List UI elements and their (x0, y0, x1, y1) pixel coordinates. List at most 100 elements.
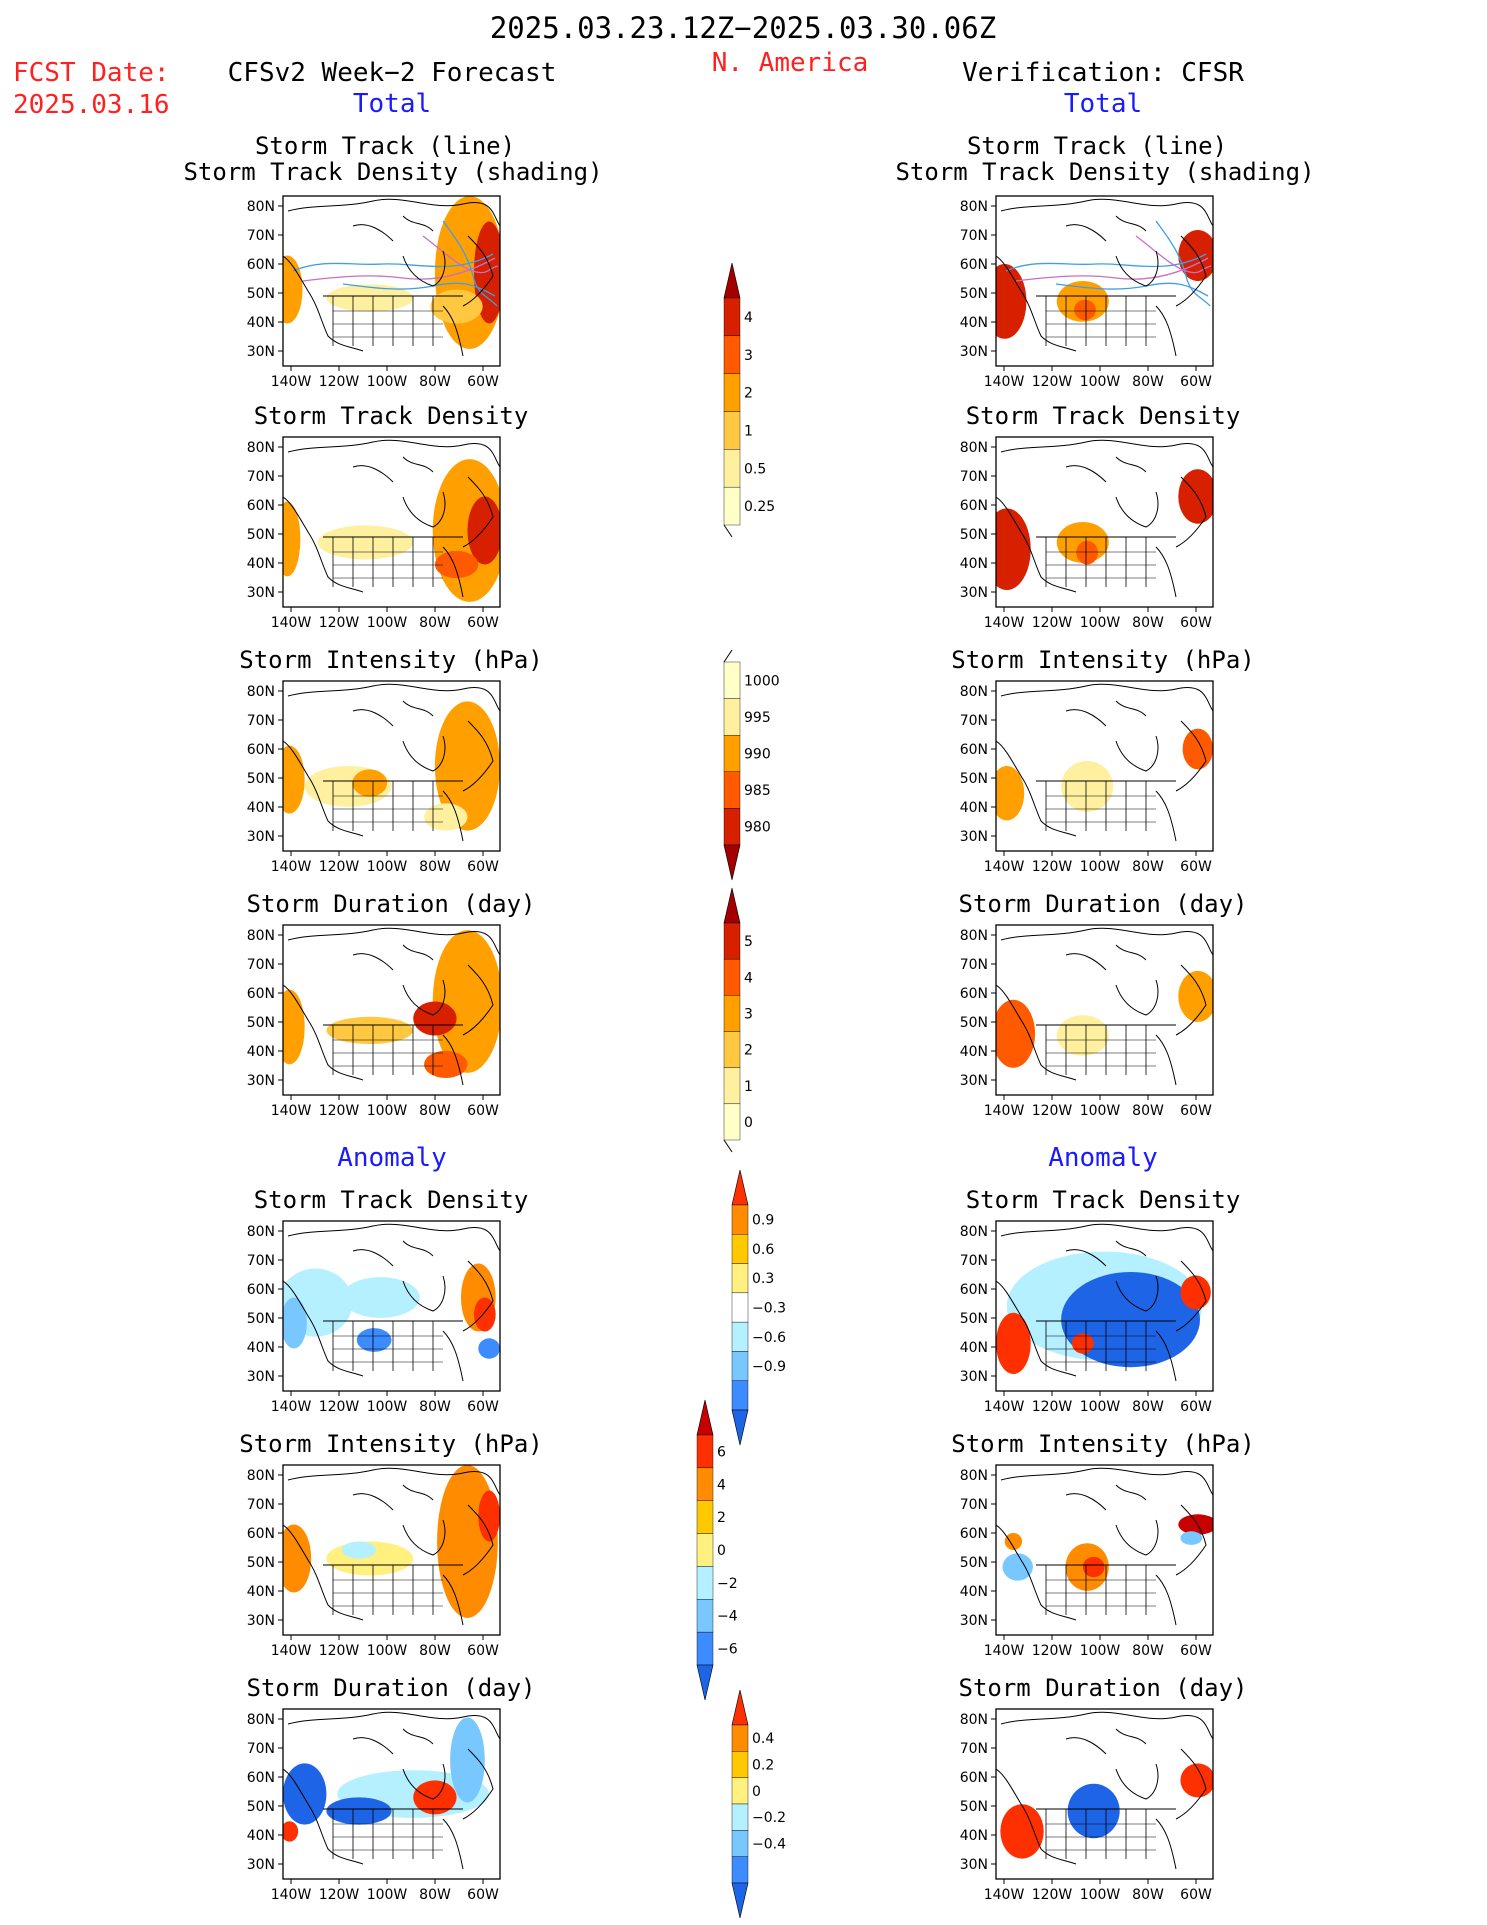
colorbar-segment (696, 1500, 714, 1534)
coastline (442, 305, 464, 357)
lon-label: 80W (419, 1643, 451, 1659)
colorbar-label: 0.2 (752, 1758, 774, 1774)
map-frame (282, 436, 501, 608)
colorbar-segment (731, 1204, 749, 1235)
map-frame (282, 680, 501, 852)
coastline (283, 1280, 364, 1377)
lat-label: 40N (247, 800, 275, 816)
lat-label: 50N (960, 771, 988, 787)
colorbar-label: 0.25 (744, 499, 775, 515)
colorbar-intensity_anom: 6 4 2 0 −2 −4 −6 (696, 1399, 738, 1701)
lat-label: 80N (960, 928, 988, 944)
lat-label: 80N (247, 440, 275, 456)
shading-blob (432, 930, 500, 1073)
lon-label: 80W (419, 1887, 451, 1903)
coastline (1115, 735, 1159, 772)
lat-label: 40N (960, 556, 988, 572)
colorbar-label: 6 (717, 1444, 726, 1460)
coastline (1115, 979, 1159, 1016)
shading-blob (450, 1717, 485, 1803)
lat-label: 70N (960, 228, 988, 244)
colorbar-segment (723, 995, 741, 1032)
lon-label: 60W (1180, 1643, 1212, 1659)
coastline (352, 456, 434, 483)
lat-label: 50N (960, 1799, 988, 1815)
coastline (1155, 1818, 1177, 1870)
lat-label: 70N (247, 713, 275, 729)
lat-label: 30N (960, 585, 988, 601)
lat-label: 70N (960, 469, 988, 485)
coastline (287, 439, 500, 468)
lat-label: 50N (247, 1015, 275, 1031)
coastline (462, 476, 494, 548)
lon-label: 140W (984, 1643, 1025, 1659)
lon-label: 120W (319, 1103, 360, 1119)
coastline (283, 255, 364, 352)
lon-label: 120W (1032, 1887, 1073, 1903)
lat-label: 30N (247, 1369, 275, 1385)
map-frame (282, 195, 501, 367)
coastline (1175, 1748, 1207, 1820)
lon-label: 60W (1180, 615, 1212, 631)
lon-label: 60W (1180, 1399, 1212, 1415)
lon-label: 120W (319, 1643, 360, 1659)
colorbar-segment (723, 373, 741, 412)
panel-title-verif-duration-anom: Storm Duration (day) (958, 1674, 1248, 1702)
coastline (996, 255, 1077, 352)
panel-subtitle-fcst-track: Storm Track Density (shading) (183, 158, 603, 186)
lat-label: 60N (247, 1770, 275, 1786)
colorbar-label: 0 (717, 1543, 726, 1559)
lat-label: 40N (960, 1584, 988, 1600)
lat-label: 60N (247, 498, 275, 514)
lat-label: 50N (960, 1015, 988, 1031)
lon-label: 100W (367, 1399, 408, 1415)
coastline (1065, 456, 1147, 483)
coastline (1115, 1519, 1159, 1556)
coastline (462, 1504, 494, 1576)
map-panel-R0: 80N 70N 60N 50N 40N 30N 140W 120W 100W 80W 60W (960, 195, 1214, 390)
coastline (996, 984, 1077, 1081)
map-panel-R1: 80N 70N 60N 50N 40N 30N 140W 120W 100W 80W 60W (960, 436, 1214, 631)
colorbar-density_anom: 0.9 0.6 0.3 −0.3 −0.6 −0.9 (731, 1169, 786, 1446)
verification-anomaly-label: Anomaly (1048, 1143, 1158, 1173)
lat-label: 50N (960, 1555, 988, 1571)
map-background (996, 437, 1213, 607)
colorbar-label: 3 (744, 1006, 753, 1022)
lon-label: 140W (271, 1887, 312, 1903)
colorbar-duration_anom: 0.4 0.2 0 −0.2 −0.4 (731, 1689, 786, 1919)
shading-blob (1071, 1333, 1094, 1354)
lat-label: 40N (247, 315, 275, 331)
coastline (1115, 1275, 1159, 1312)
colorbar-label: 3 (744, 348, 753, 364)
coastline (1115, 250, 1159, 287)
lat-label: 30N (960, 829, 988, 845)
coastline (352, 1240, 434, 1267)
colorbar-segment (731, 1234, 749, 1264)
coastline (352, 700, 434, 727)
shading-blob (478, 1490, 500, 1542)
lon-label: 140W (271, 374, 312, 390)
coastline (287, 198, 500, 227)
colorbar-label: −0.9 (752, 1359, 786, 1375)
coastline (996, 496, 1077, 593)
map-panel-L2: 80N 70N 60N 50N 40N 30N 140W 120W 100W 80W 60W (247, 680, 501, 875)
map-background (996, 1465, 1213, 1635)
fcst-date-label: FCST Date: (13, 58, 170, 88)
lat-label: 70N (960, 1253, 988, 1269)
lat-label: 60N (960, 498, 988, 514)
map-background (996, 925, 1213, 1095)
lon-label: 140W (271, 859, 312, 875)
coastline (352, 215, 434, 242)
lon-label: 100W (367, 1103, 408, 1119)
colorbar-label: 2 (744, 386, 753, 402)
lon-label: 140W (271, 1103, 312, 1119)
lat-label: 70N (247, 1741, 275, 1757)
coastline (462, 235, 494, 307)
lon-label: 80W (419, 1399, 451, 1415)
colorbar-segment (731, 1777, 749, 1805)
colorbar-segment (723, 922, 741, 960)
shading-blob (283, 989, 305, 1065)
lon-label: 140W (984, 1399, 1025, 1415)
colorbar-label: 0.4 (752, 1731, 774, 1747)
